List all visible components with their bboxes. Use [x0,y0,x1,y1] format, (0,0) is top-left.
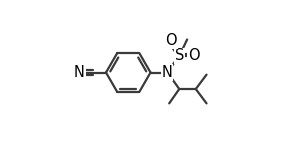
Text: O: O [166,33,177,48]
Text: N: N [74,65,85,80]
Text: O: O [188,48,199,64]
Text: N: N [162,65,173,80]
Text: S: S [175,48,184,64]
